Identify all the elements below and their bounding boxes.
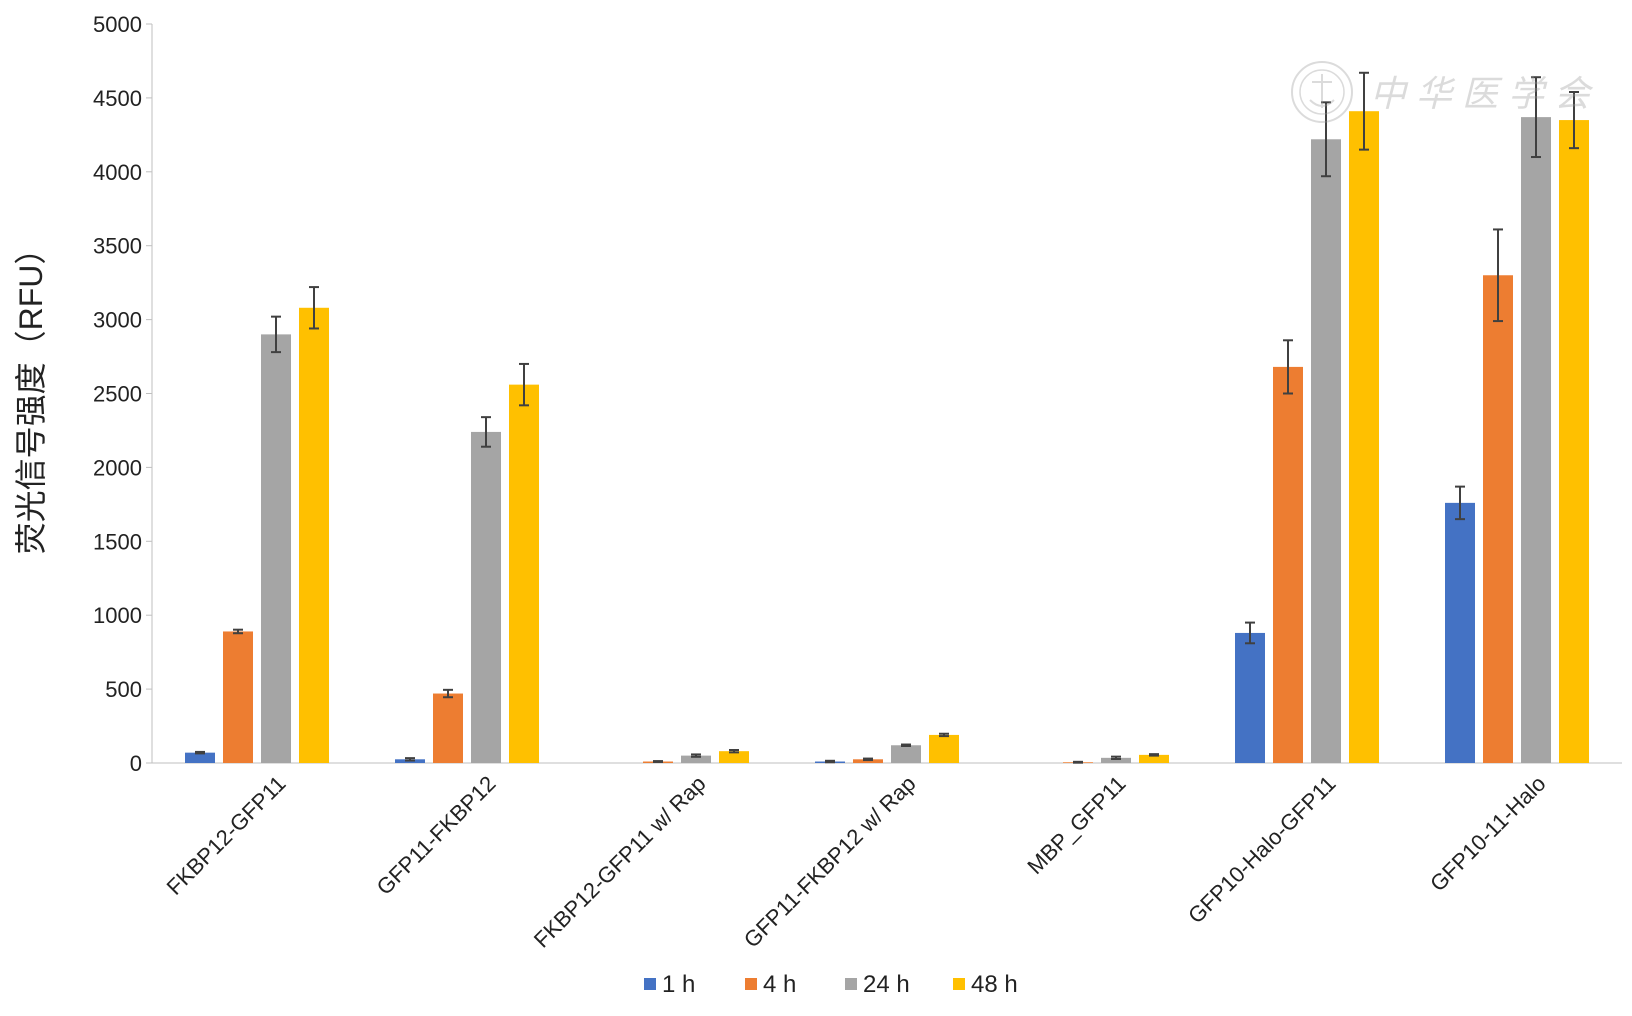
y-tick-label: 4500 [93, 86, 142, 111]
bar [509, 384, 539, 763]
legend-swatch [953, 978, 965, 990]
y-tick-label: 4000 [93, 160, 142, 185]
bar [471, 431, 501, 763]
bar [1235, 632, 1265, 763]
x-tick-label: MBP_GFP11 [1022, 771, 1130, 879]
bar [1101, 757, 1131, 763]
y-tick-label: 2500 [93, 382, 142, 407]
bar [891, 745, 921, 763]
y-tick-label: 3000 [93, 308, 142, 333]
seal-inner-ring [1299, 69, 1345, 115]
bar [1311, 139, 1341, 763]
legend-swatch [644, 978, 656, 990]
x-tick-label: GFP10-11-Halo [1425, 771, 1550, 896]
x-tick-label: GFP10-Halo-GFP11 [1183, 771, 1340, 928]
bar [299, 307, 329, 763]
bar [929, 734, 959, 763]
y-tick-label: 3500 [93, 234, 142, 259]
x-tick-label: GFP11-FKBP12 [372, 771, 501, 900]
legend-swatch [745, 978, 757, 990]
bar [1139, 754, 1169, 763]
y-axis-title: 荧光信号强度（RFU） [13, 233, 49, 555]
y-tick-label: 1500 [93, 529, 142, 554]
y-tick-label: 2000 [93, 455, 142, 480]
bar [1521, 117, 1551, 763]
x-tick-label: FKBP12-GFP11 w/ Rap [529, 771, 711, 953]
legend-swatch [845, 978, 857, 990]
legend-label: 1 h [662, 971, 695, 998]
x-tick-label: FKBP12-GFP11 [162, 771, 291, 900]
error-bars [195, 71, 1579, 764]
y-tick-label: 500 [105, 677, 142, 702]
bar [1483, 275, 1513, 763]
bars [185, 111, 1589, 763]
bar [433, 693, 463, 763]
legend-label: 24 h [863, 971, 910, 998]
watermark-logo: 中华医学会 [1291, 61, 1600, 123]
legend-label: 4 h [763, 971, 796, 998]
y-tick-label: 0 [130, 751, 142, 776]
x-tick-label: GFP11-FKBP12 w/ Rap [739, 771, 921, 953]
y-tick-label: 5000 [93, 12, 142, 37]
legend: 1 h 4 h 24 h 48 h [644, 971, 1018, 998]
bar [681, 755, 711, 763]
bar [1559, 120, 1589, 763]
legend-label: 48 h [971, 971, 1018, 998]
y-tick-label: 1000 [93, 603, 142, 628]
bar [185, 752, 215, 763]
seal-outer-ring [1291, 61, 1353, 123]
axes [146, 23, 1622, 764]
bar [1349, 111, 1379, 763]
bar [719, 751, 749, 763]
bar [853, 759, 883, 763]
bar [1445, 502, 1475, 763]
bar [261, 334, 291, 763]
bar [223, 631, 253, 763]
watermark-seal-icon [1291, 61, 1353, 123]
seal-emblem [1309, 74, 1335, 108]
bar [1273, 366, 1303, 763]
watermark-text: 中华医学会 [1370, 74, 1600, 115]
